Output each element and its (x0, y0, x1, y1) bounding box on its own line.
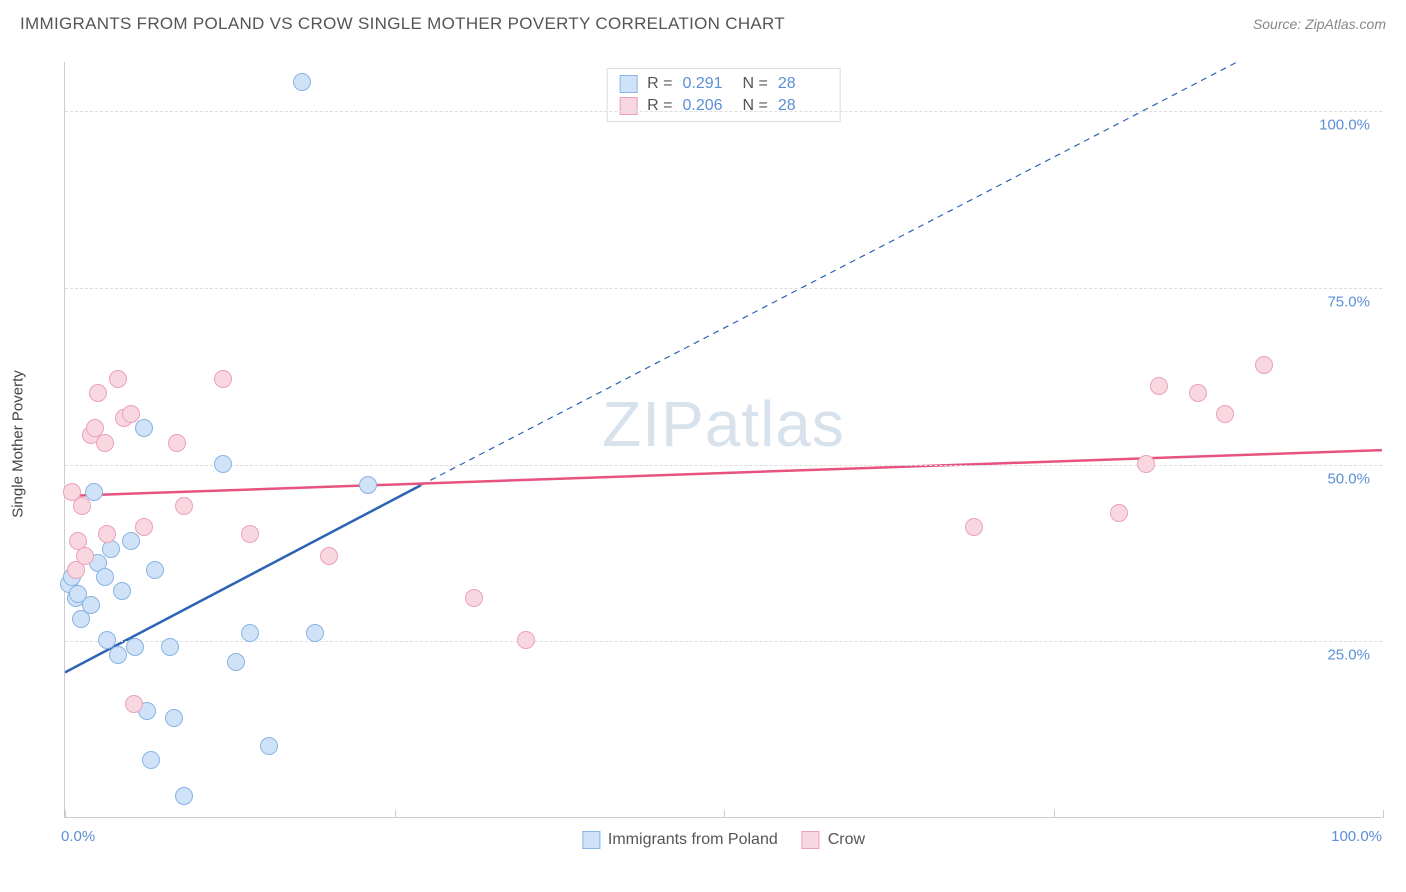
y-tick-label: 25.0% (1327, 647, 1370, 664)
source-attribution: Source: ZipAtlas.com (1253, 16, 1386, 32)
chart-header: IMMIGRANTS FROM POLAND VS CROW SINGLE MO… (0, 0, 1406, 44)
data-point (1110, 504, 1128, 522)
data-point (1216, 405, 1234, 423)
gridline (65, 288, 1382, 289)
legend-r-value: 0.291 (683, 75, 733, 93)
data-point (135, 518, 153, 536)
data-point (98, 525, 116, 543)
legend-swatch (582, 831, 600, 849)
data-point (1137, 455, 1155, 473)
legend-r-label: R = (647, 75, 672, 93)
data-point (260, 737, 278, 755)
plot-area: ZIPatlas R =0.291N =28R =0.206N =28 Immi… (64, 62, 1382, 818)
data-point (214, 455, 232, 473)
data-point (109, 370, 127, 388)
watermark-suffix: atlas (705, 388, 845, 460)
x-tick (724, 810, 725, 818)
data-point (113, 582, 131, 600)
x-tick (1383, 810, 1384, 818)
data-point (168, 434, 186, 452)
gridline (65, 641, 1382, 642)
x-tick (65, 810, 66, 818)
data-point (96, 568, 114, 586)
data-point (175, 497, 193, 515)
legend-n-label: N = (743, 75, 768, 93)
gridline (65, 111, 1382, 112)
correlation-legend-row: R =0.206N =28 (619, 95, 828, 117)
watermark: ZIPatlas (602, 387, 845, 461)
data-point (89, 384, 107, 402)
data-point (165, 709, 183, 727)
data-point (227, 653, 245, 671)
trend-line (65, 450, 1382, 496)
data-point (517, 631, 535, 649)
trend-line (65, 485, 421, 672)
data-point (142, 751, 160, 769)
data-point (122, 405, 140, 423)
correlation-legend-row: R = 0.291 N = 28 (619, 73, 828, 95)
legend-n-value: 28 (778, 75, 828, 93)
y-tick-label: 75.0% (1327, 294, 1370, 311)
y-axis-label: Single Mother Poverty (10, 370, 27, 518)
correlation-legend: R = 0.291 N = 28 R =0.206N =28 (606, 68, 841, 122)
chart-title: IMMIGRANTS FROM POLAND VS CROW SINGLE MO… (20, 14, 785, 34)
data-point (135, 419, 153, 437)
gridline (65, 465, 1382, 466)
trend-line-extrapolated (421, 62, 1238, 485)
data-point (306, 624, 324, 642)
legend-swatch (619, 75, 637, 93)
x-tick (1054, 810, 1055, 818)
chart-container: Single Mother Poverty ZIPatlas R =0.291N… (48, 54, 1388, 834)
series-legend-item: Immigrants from Poland (582, 831, 778, 849)
data-point (96, 434, 114, 452)
data-point (125, 695, 143, 713)
data-point (73, 497, 91, 515)
series-legend-label: Immigrants from Poland (608, 831, 778, 849)
data-point (293, 73, 311, 91)
data-point (146, 561, 164, 579)
data-point (241, 624, 259, 642)
x-tick (395, 810, 396, 818)
series-legend-item: Crow (802, 831, 865, 849)
series-legend-label: Crow (828, 831, 865, 849)
data-point (109, 646, 127, 664)
legend-swatch (802, 831, 820, 849)
x-tick-label-right: 100.0% (1331, 828, 1382, 845)
watermark-prefix: ZIP (602, 388, 705, 460)
data-point (175, 787, 193, 805)
data-point (465, 589, 483, 607)
data-point (241, 525, 259, 543)
data-point (122, 532, 140, 550)
trend-lines-layer (65, 62, 1382, 817)
data-point (126, 638, 144, 656)
x-tick-label-left: 0.0% (61, 828, 95, 845)
y-tick-label: 50.0% (1327, 470, 1370, 487)
series-legend: Immigrants from Poland Crow (582, 831, 865, 849)
data-point (359, 476, 377, 494)
data-point (1189, 384, 1207, 402)
data-point (214, 370, 232, 388)
data-point (1150, 377, 1168, 395)
data-point (320, 547, 338, 565)
data-point (76, 547, 94, 565)
data-point (82, 596, 100, 614)
data-point (1255, 356, 1273, 374)
data-point (161, 638, 179, 656)
data-point (965, 518, 983, 536)
y-tick-label: 100.0% (1319, 117, 1370, 134)
